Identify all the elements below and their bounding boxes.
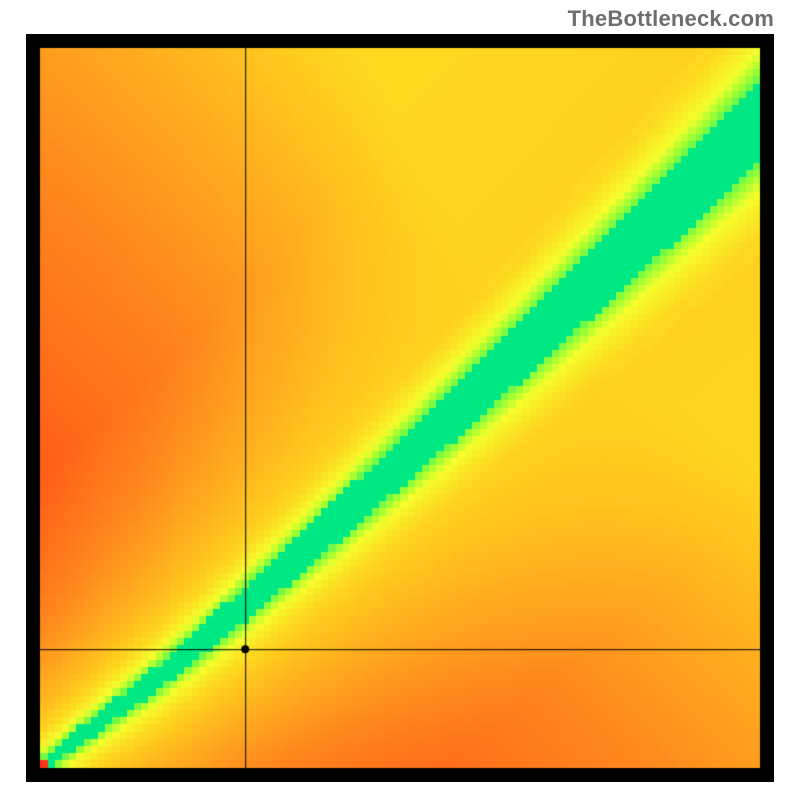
chart-container: TheBottleneck.com [0, 0, 800, 800]
watermark-label: TheBottleneck.com [568, 6, 774, 32]
plot-frame [26, 34, 774, 782]
bottleneck-heatmap [26, 34, 774, 782]
